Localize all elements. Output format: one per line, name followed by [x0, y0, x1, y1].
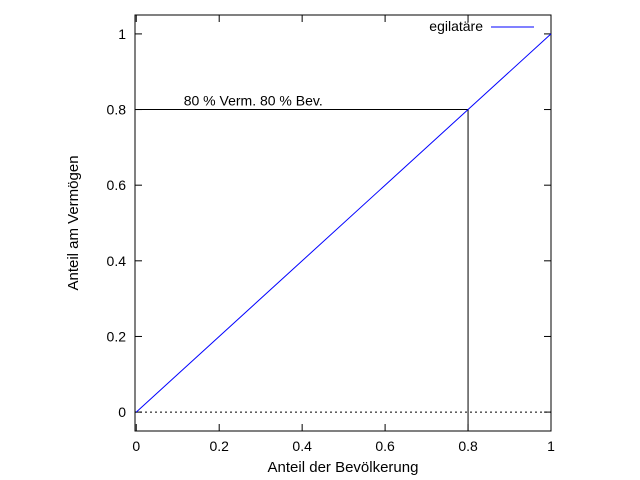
x-tick-label: 0.2 [209, 438, 229, 454]
series-layer [135, 33, 552, 413]
y-tick-label: 0.8 [107, 102, 127, 118]
x-tick-label: 1 [547, 438, 555, 454]
y-tick-label: 0.2 [107, 328, 127, 344]
y-tick-label: 1 [118, 26, 126, 42]
plot-frame [134, 14, 552, 432]
y-tick-labels: 0 0.2 0.4 0.6 0.8 1 [107, 26, 127, 420]
legend-label: egilatäre [429, 18, 483, 34]
x-tick-label: 0 [132, 438, 140, 454]
y-axis-title: Anteil am Vermögen [65, 155, 82, 290]
y-tick-label: 0.4 [107, 253, 127, 269]
y-tick-label: 0 [118, 404, 126, 420]
x-tick-label: 0.4 [292, 438, 312, 454]
y-tick-label: 0.6 [107, 177, 127, 193]
series-line [135, 33, 552, 413]
x-tick-label: 0.6 [375, 438, 395, 454]
reference-lines [136, 109, 469, 431]
x-tick-label: 0.8 [458, 438, 478, 454]
x-tick-labels: 0 0.2 0.4 0.6 0.8 1 [132, 438, 555, 454]
annotation-label: 80 % Verm. 80 % Bev. [184, 93, 323, 109]
x-axis-title: Anteil der Bevölkerung [268, 459, 419, 476]
